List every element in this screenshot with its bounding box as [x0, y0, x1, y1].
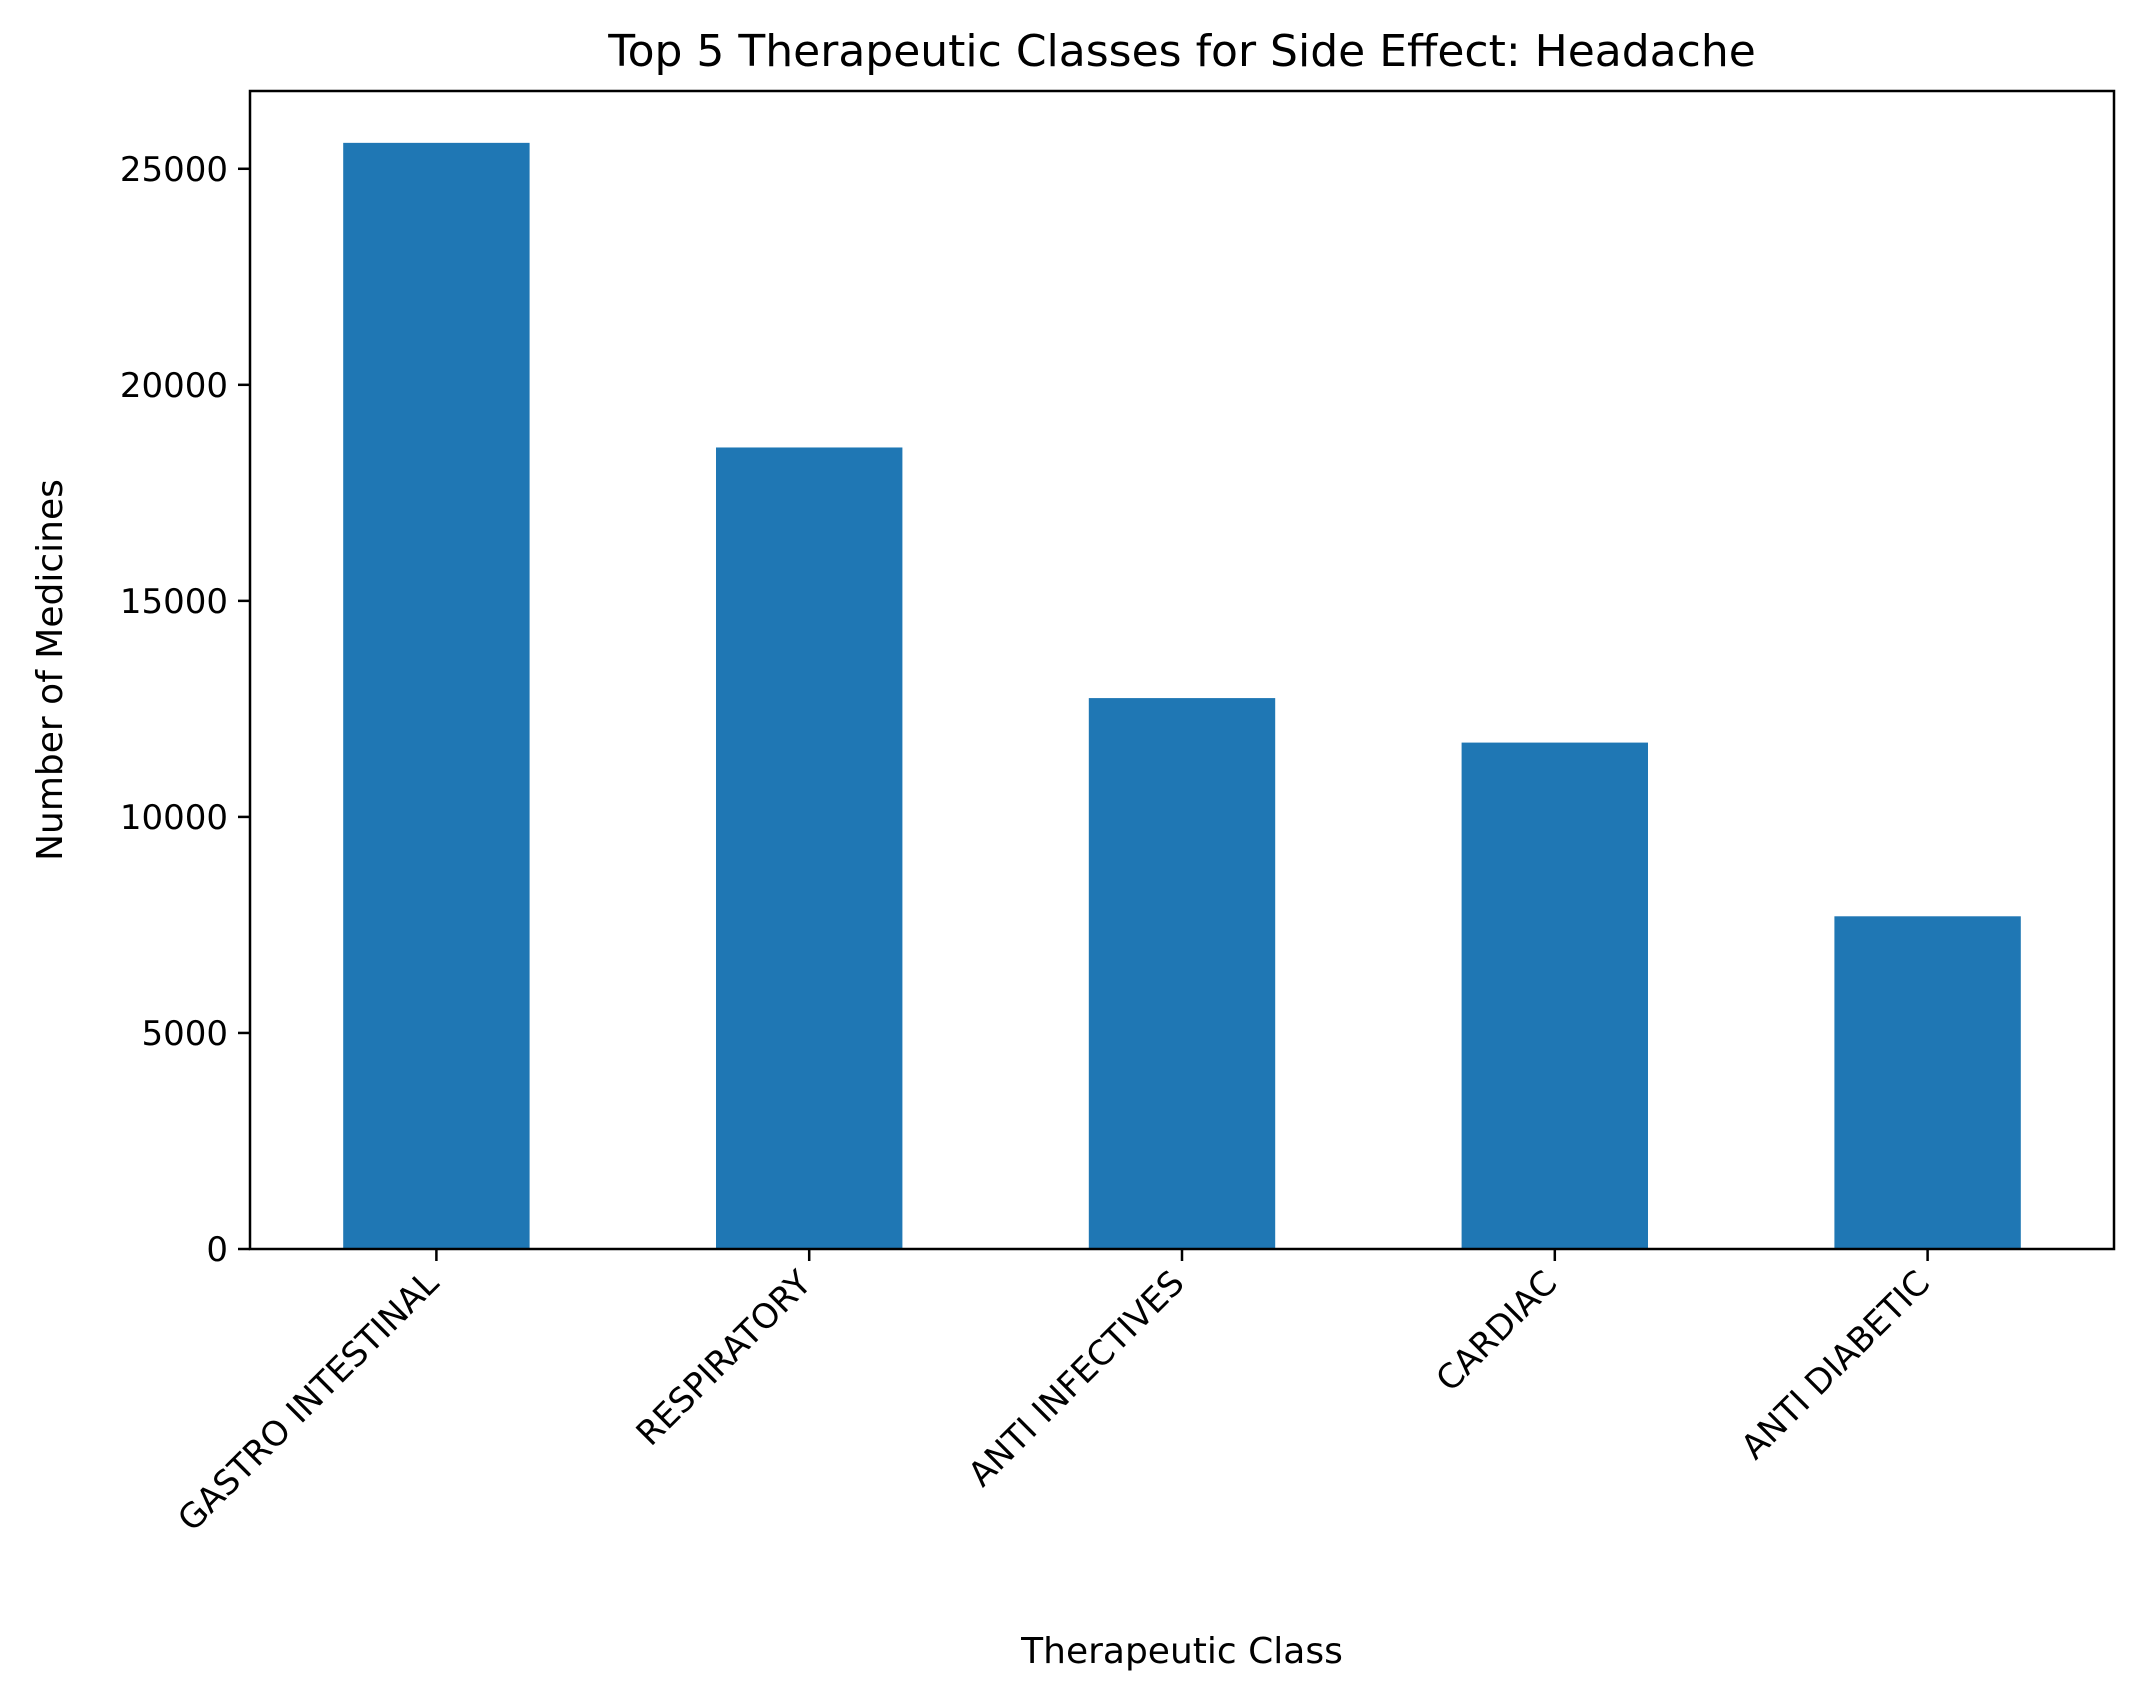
y-tick-label: 25000: [120, 150, 228, 190]
bar-anti-infectives: [1088, 698, 1276, 1249]
chart-title: Top 5 Therapeutic Classes for Side Effec…: [607, 26, 1756, 77]
bar-anti-diabetic: [1834, 916, 2021, 1249]
x-tick-label: GASTRO INTESTINAL: [170, 1263, 446, 1539]
y-tick-label: 20000: [120, 366, 228, 406]
x-tick-label: ANTI DIABETIC: [1734, 1263, 1938, 1467]
plot-area: 0 5000 10000 15000 20000 25000 GASTRO INTESTIN…: [120, 89, 2116, 1539]
bar-respiratory: [716, 447, 903, 1249]
y-tick-label: 0: [206, 1230, 228, 1270]
y-tick-label: 10000: [120, 798, 228, 838]
x-tick-label: ANTI INFECTIVES: [961, 1263, 1193, 1495]
x-tick-label: CARDIAC: [1429, 1263, 1566, 1400]
y-tick-label: 15000: [120, 582, 228, 622]
bar-cardiac: [1461, 742, 1648, 1249]
y-tick-label: 5000: [141, 1014, 228, 1054]
bar-gastro-intestinal: [343, 142, 530, 1250]
x-tick-label: RESPIRATORY: [629, 1263, 820, 1454]
y-axis-label: Number of Medicines: [30, 479, 71, 861]
x-axis-label: Therapeutic Class: [1020, 1631, 1343, 1672]
